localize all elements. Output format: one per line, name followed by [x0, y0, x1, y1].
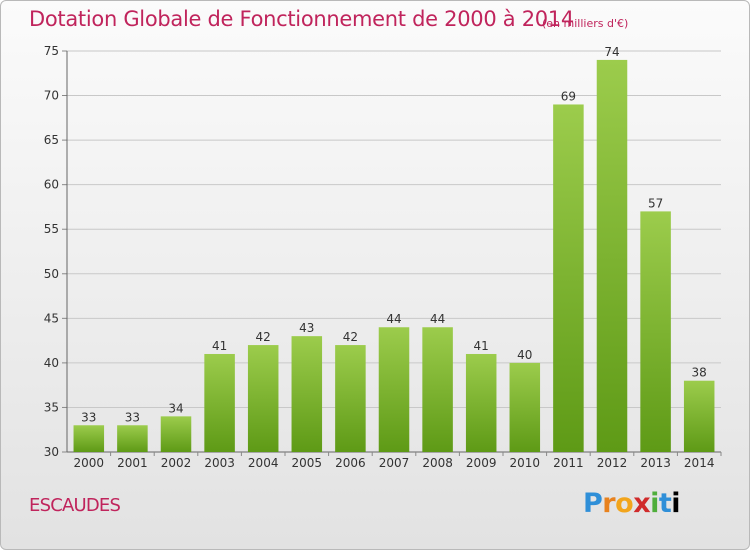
bars	[73, 59, 715, 453]
bar-2014	[683, 380, 715, 452]
bar-2009	[465, 353, 497, 452]
y-tick-label: 30	[44, 445, 59, 459]
bar-value-label: 42	[256, 330, 271, 344]
chart-unit: (en milliers d'€)	[542, 17, 629, 30]
x-tick-label: 2005	[292, 456, 323, 470]
bar-value-label: 34	[168, 401, 183, 415]
bar-value-label: 57	[648, 196, 663, 210]
bar-2011	[553, 104, 584, 452]
bar-value-label: 44	[430, 312, 445, 326]
bar-2003	[204, 353, 235, 452]
x-tick-label: 2003	[204, 456, 235, 470]
x-tick-label: 2000	[74, 456, 105, 470]
bar-2012	[596, 59, 628, 453]
bar-2008	[422, 327, 453, 452]
bar-2005	[291, 336, 323, 452]
bar-value-label: 33	[125, 410, 140, 424]
bar-value-label: 42	[343, 330, 358, 344]
bar-2000	[73, 425, 105, 452]
x-tick-label: 2007	[379, 456, 410, 470]
x-tick-label: 2006	[335, 456, 366, 470]
x-tick-label: 2008	[422, 456, 453, 470]
x-tick-label: 2014	[684, 456, 715, 470]
proxiti-logo: Proxiti	[583, 488, 681, 519]
commune-name: ESCAUDES	[29, 495, 121, 516]
bar-2013	[640, 211, 671, 452]
x-tick-label: 2013	[640, 456, 671, 470]
x-tick-label: 2001	[117, 456, 148, 470]
y-tick-label: 75	[44, 44, 59, 58]
y-tick-label: 65	[44, 133, 59, 147]
y-tick-label: 70	[44, 89, 59, 103]
bar-value-label: 44	[386, 312, 401, 326]
bar-2006	[335, 345, 366, 452]
y-tick-label: 40	[44, 356, 59, 370]
bar-2007	[378, 327, 410, 452]
bar-value-label: 41	[212, 339, 227, 353]
bar-value-label: 43	[299, 321, 314, 335]
y-tick-label: 55	[44, 222, 59, 236]
bar-2004	[247, 345, 279, 452]
bar-value-label: 33	[81, 410, 96, 424]
chart-title: Dotation Globale de Fonctionnement de 20…	[29, 7, 574, 31]
y-tick-label: 50	[44, 267, 59, 281]
x-tick-label: 2011	[553, 456, 584, 470]
bar-value-label: 38	[692, 366, 707, 380]
x-tick-label: 2010	[510, 456, 541, 470]
bar-value-label: 74	[604, 45, 619, 59]
x-tick-label: 2004	[248, 456, 279, 470]
y-tick-label: 45	[44, 311, 59, 325]
y-tick-label: 60	[44, 178, 59, 192]
bar-2002	[160, 416, 192, 452]
bar-value-label: 41	[474, 339, 489, 353]
x-tick-label: 2012	[597, 456, 628, 470]
bar-value-label: 40	[517, 348, 532, 362]
x-tick-label: 2002	[161, 456, 192, 470]
labels: 30 35 40 45 50 55 60 65 70 75 33 2000 33 2001 34 2002 41…	[44, 44, 715, 470]
y-tick-label: 35	[44, 400, 59, 414]
bar-value-label: 69	[561, 89, 576, 103]
bar-2001	[117, 425, 148, 452]
x-tick-label: 2009	[466, 456, 497, 470]
bar-2010	[509, 362, 541, 452]
